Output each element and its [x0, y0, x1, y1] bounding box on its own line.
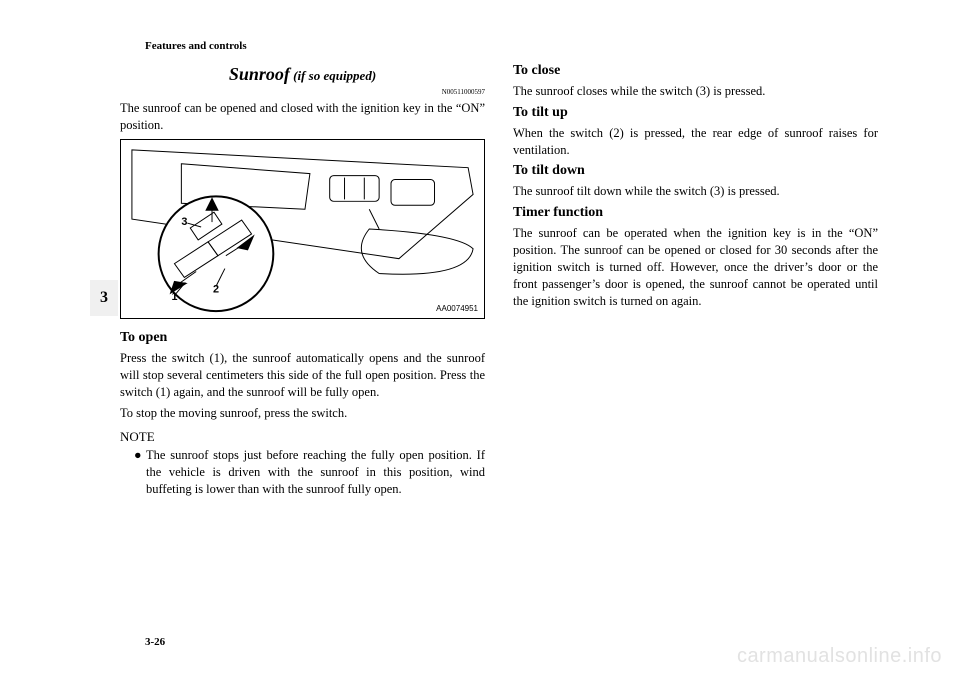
sunroof-illustration: 1 2 3 AA0074951: [120, 139, 485, 319]
bullet-dot: ●: [134, 447, 146, 498]
note-label: NOTE: [120, 428, 485, 446]
intro-paragraph: The sunroof can be opened and closed wit…: [120, 100, 485, 134]
label-3: 3: [181, 217, 187, 229]
note-bullet: ● The sunroof stops just before reaching…: [134, 447, 485, 498]
note-list: ● The sunroof stops just before reaching…: [134, 447, 485, 498]
timer-heading: Timer function: [513, 204, 878, 223]
left-column: Sunroof (if so equipped) N00511000597 Th…: [120, 62, 485, 498]
sunroof-svg: 1 2 3: [121, 140, 484, 318]
illustration-code: AA0074951: [436, 304, 478, 315]
watermark: carmanualsonline.info: [737, 645, 942, 668]
note-text: The sunroof stops just before reaching t…: [146, 447, 485, 498]
title-main: Sunroof: [229, 64, 290, 84]
title-line: Sunroof (if so equipped): [120, 62, 485, 86]
tilt-down-p: The sunroof tilt down while the switch (…: [513, 183, 878, 200]
to-open-heading: To open: [120, 329, 485, 348]
title-sub: (if so equipped): [290, 68, 376, 83]
tilt-down-heading: To tilt down: [513, 162, 878, 181]
right-column: To close The sunroof closes while the sw…: [513, 62, 878, 498]
page-number: 3-26: [145, 636, 165, 648]
tilt-up-p: When the switch (2) is pressed, the rear…: [513, 125, 878, 159]
section-header: Features and controls: [145, 40, 900, 52]
content-columns: Sunroof (if so equipped) N00511000597 Th…: [120, 62, 900, 498]
to-open-p1: Press the switch (1), the sunroof automa…: [120, 350, 485, 401]
label-2: 2: [213, 284, 219, 296]
doc-code: N00511000597: [120, 88, 485, 97]
tilt-up-heading: To tilt up: [513, 104, 878, 123]
chapter-tab: 3: [90, 280, 118, 316]
manual-page: Features and controls 3 Sunroof (if so e…: [0, 0, 960, 678]
to-close-p: The sunroof closes while the switch (3) …: [513, 83, 878, 100]
timer-p: The sunroof can be operated when the ign…: [513, 225, 878, 309]
to-close-heading: To close: [513, 62, 878, 81]
to-open-p2: To stop the moving sunroof, press the sw…: [120, 405, 485, 422]
